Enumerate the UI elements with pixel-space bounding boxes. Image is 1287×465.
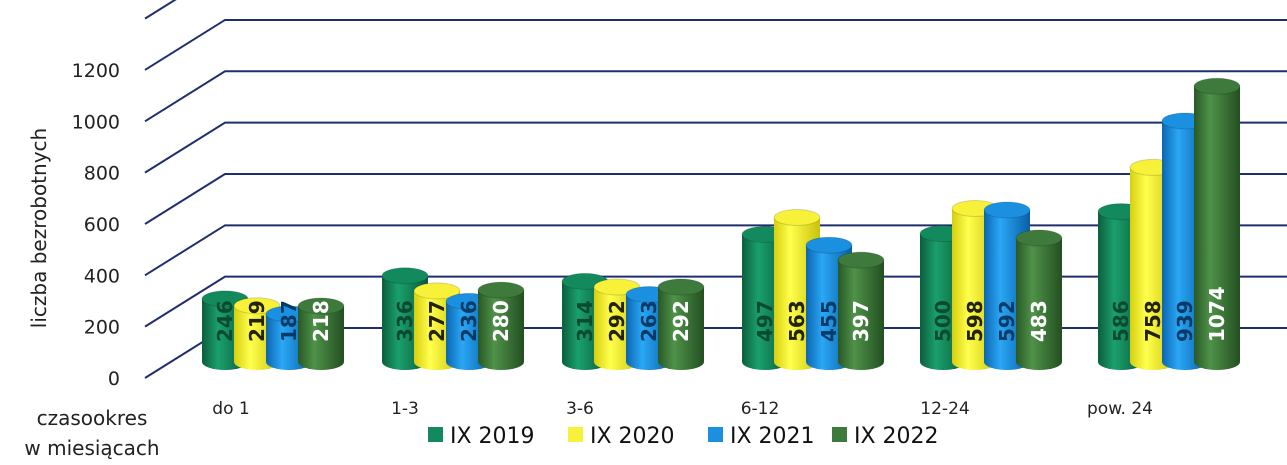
bar-top [806, 237, 852, 253]
legend-label: IX 2019 [450, 424, 535, 449]
y-tick-label: 1200 [72, 60, 120, 82]
legend-label: IX 2021 [730, 424, 815, 449]
bar-value-label: 263 [637, 300, 661, 342]
x-axis-label-line: czasookres [37, 406, 148, 430]
bar: 280 [478, 282, 524, 370]
legend: IX 2019 IX 2020 IX 2021 IX 2022 [428, 424, 939, 449]
legend-swatch [708, 427, 723, 442]
bar-value-label: 598 [963, 300, 987, 342]
bar-value-label: 218 [309, 300, 333, 342]
bar-value-label: 586 [1109, 300, 1133, 342]
legend-label: IX 2020 [590, 424, 675, 449]
gridline [145, 71, 1287, 121]
x-category-label: 1-3 [391, 399, 419, 419]
bar-value-label: 280 [489, 300, 513, 342]
bar-top [1016, 230, 1062, 246]
bar-value-label: 277 [425, 300, 449, 342]
bar-value-label: 483 [1027, 300, 1051, 342]
y-tick-label: 600 [84, 214, 120, 236]
bar-top [774, 209, 820, 225]
legend-item: IX 2022 [832, 424, 939, 449]
legend-swatch [428, 427, 443, 442]
x-category-label: pow. 24 [1087, 399, 1153, 419]
gridline [145, 20, 1287, 70]
x-axis-categories: do 1 1-3 3-6 6-12 12-24 pow. 24 [212, 399, 1153, 419]
y-tick-label: 800 [84, 163, 120, 185]
bar-top [984, 202, 1030, 218]
bar-value-label: 292 [669, 300, 693, 342]
bar-value-label: 187 [277, 300, 301, 342]
y-tick-label: 200 [84, 317, 120, 339]
x-axis-label-line: w miesiącach [24, 436, 159, 460]
bar: 397 [838, 252, 884, 370]
bar-value-label: 939 [1173, 300, 1197, 342]
bar-value-label: 455 [817, 300, 841, 342]
bar-value-label: 1074 [1205, 286, 1229, 342]
x-category-label: 3-6 [566, 399, 594, 419]
bar: 483 [1016, 230, 1062, 370]
legend-item: IX 2021 [708, 424, 815, 449]
x-category-label: 12-24 [920, 399, 969, 419]
bar-value-label: 336 [393, 300, 417, 342]
bar-value-label: 592 [995, 300, 1019, 342]
gridline [145, 0, 1287, 19]
bar-top [658, 279, 704, 295]
bar-top [382, 268, 428, 284]
bar-value-label: 563 [785, 300, 809, 342]
legend-swatch [832, 427, 847, 442]
bar-top [838, 252, 884, 268]
x-axis-label: czasookres w miesiącach [24, 406, 159, 460]
y-axis-label: liczba bezrobotnych [27, 128, 51, 328]
x-category-label: 6-12 [741, 399, 780, 419]
bar-value-label: 219 [245, 300, 269, 342]
bar-value-label: 236 [457, 300, 481, 342]
bar-value-label: 246 [213, 300, 237, 342]
gridline [145, 123, 1287, 173]
bar-top [1194, 78, 1240, 94]
legend-item: IX 2020 [568, 424, 675, 449]
bar-value-label: 397 [849, 300, 873, 342]
bar: 218 [298, 298, 344, 370]
y-tick-label: 0 [108, 368, 120, 390]
x-category-label: do 1 [212, 399, 249, 419]
bar-top [478, 282, 524, 298]
bar: 1074 [1194, 78, 1240, 370]
y-tick-label: 400 [84, 265, 120, 287]
y-axis-ticks: 0 200 400 600 800 1000 1200 [72, 60, 120, 390]
bar: 292 [658, 279, 704, 370]
y-tick-label: 1000 [72, 111, 120, 133]
legend-item: IX 2019 [428, 424, 535, 449]
bar-value-label: 500 [931, 300, 955, 342]
bar-value-label: 314 [573, 300, 597, 342]
bar-value-label: 758 [1141, 300, 1165, 342]
legend-label: IX 2022 [854, 424, 939, 449]
legend-swatch [568, 427, 583, 442]
bar-value-label: 292 [605, 300, 629, 342]
bar-value-label: 497 [753, 300, 777, 342]
